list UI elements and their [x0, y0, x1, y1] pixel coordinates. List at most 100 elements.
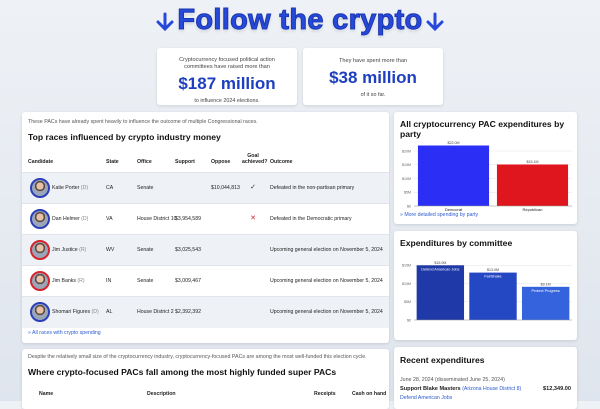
value-label: $22.0M — [448, 141, 460, 145]
recent-panel: Recent expenditures June 28, 2024 (disse… — [394, 347, 577, 409]
table-row — [22, 265, 389, 297]
cell-goal: ✓ — [250, 184, 256, 191]
candidate-name: Jim Banks — [52, 278, 76, 284]
avatar — [30, 240, 50, 260]
candidate-party: (R) — [79, 247, 87, 253]
y-tick-label: $15M — [402, 264, 411, 268]
candidate: Jim Justice (R) — [52, 247, 86, 253]
column-header: Receipts — [314, 391, 336, 397]
value-label: $9.1M — [541, 282, 551, 286]
column-header: Goal achieved? — [242, 153, 268, 165]
avatar — [30, 302, 50, 322]
candidate: Katie Porter (D) — [52, 185, 88, 191]
candidate-party: (D) — [80, 185, 89, 191]
races-panel: These PACs have already spent heavily to… — [22, 112, 389, 343]
cell-oppose: $10,044,813 — [211, 185, 240, 191]
category-label: Defend American Jobs — [421, 267, 459, 271]
stat-tail: to influence 2024 elections. — [194, 98, 260, 104]
cell-state: IN — [106, 278, 112, 284]
chart-link[interactable]: » More detailed spending by party — [400, 212, 479, 218]
cell-support: $3,009,467 — [175, 278, 201, 284]
committee-chart-panel: Expenditures by committee $0 $5M $10M $15M $… — [394, 231, 577, 340]
cell-state: WV — [106, 247, 115, 253]
stat-lead: Cryptocurrency focused political action … — [179, 57, 275, 70]
candidate-party: (R) — [77, 278, 85, 284]
race-link[interactable]: (Arizona House District 8) — [462, 386, 522, 392]
bar — [521, 286, 570, 320]
bar — [469, 272, 517, 320]
cell-office: Senate — [137, 278, 154, 284]
y-tick-label: $20M — [402, 149, 411, 153]
header-arrows — [156, 12, 444, 32]
column-header: Support — [175, 159, 195, 165]
cell-office: Senate — [137, 247, 154, 253]
cell-support: $2,392,392 — [175, 309, 201, 315]
category-label: FairShake — [484, 275, 501, 279]
candidate: Shomari Figures (D) — [52, 309, 99, 315]
stat-amount: $187 million — [178, 74, 276, 93]
cell-outcome: Defeated in the Democratic primary — [270, 216, 352, 222]
committee-link[interactable]: Defend American Jobs — [400, 395, 453, 401]
column-header: Cash on hand — [352, 391, 387, 397]
candidate-party: (D) — [81, 216, 89, 222]
cell-support: $3,025,543 — [175, 247, 201, 253]
y-tick-label: $0 — [407, 318, 411, 322]
cell-state: CA — [106, 185, 114, 191]
races-intro: These PACs have already spent heavily to… — [28, 119, 258, 125]
recent-date: June 28, 2024 (disseminated June 25, 202… — [400, 377, 505, 383]
cell-outcome: Upcoming general election on November 5,… — [270, 309, 383, 315]
superpacs-title: Where crypto-focused PACs fall among the… — [28, 367, 337, 377]
column-header: State — [106, 159, 119, 165]
cell-support: $3,954,589 — [175, 216, 201, 222]
value-label: $15.1M — [527, 160, 539, 164]
cell-state: AL — [106, 309, 113, 315]
column-header: Oppose — [211, 159, 231, 165]
candidate-party: (D) — [91, 309, 99, 315]
recent-action: Support Blake Masters (Arizona House Dis… — [400, 386, 521, 392]
superpacs-panel: Despite the relatively small size of the… — [22, 349, 389, 409]
candidate-name: Katie Porter — [52, 185, 80, 191]
candidate: Jim Banks (R) — [52, 278, 85, 284]
y-tick-label: $5M — [404, 191, 411, 195]
column-header: Candidate — [28, 159, 54, 165]
table-row — [22, 234, 389, 266]
y-tick-label: $10M — [402, 177, 411, 181]
page-title: Follow the crypto — [177, 4, 423, 37]
y-tick-label: $0 — [407, 204, 411, 208]
cell-office: Senate — [137, 185, 154, 191]
column-header: Description — [147, 391, 176, 397]
bar — [496, 164, 569, 206]
column-header: Office — [137, 159, 152, 165]
avatar — [30, 178, 50, 198]
cell-outcome: Defeated in the non-partisan primary — [270, 185, 355, 191]
x-tick-label: Democrat — [445, 207, 463, 212]
candidate-name: Shomari Figures — [52, 309, 91, 315]
stat-card: Cryptocurrency focused political action … — [157, 48, 297, 105]
arrow-left — [156, 12, 174, 32]
stat-amount: $38 million — [329, 68, 417, 87]
recent-title: Recent expenditures — [400, 355, 485, 365]
superpacs-intro: Despite the relatively small size of the… — [28, 354, 367, 360]
races-title: Top races influenced by crypto industry … — [28, 132, 221, 142]
bar — [417, 145, 490, 206]
action: Support Blake Masters — [400, 386, 461, 392]
table-row — [22, 172, 389, 204]
cell-office: House District 10 — [137, 216, 177, 222]
value-label: $13.0M — [487, 268, 499, 272]
table-row — [22, 296, 389, 328]
value-label: $15.0M — [434, 261, 446, 265]
stat-card: They have spent more than $38 million of… — [303, 48, 443, 105]
stat-lead: They have spent more than — [338, 58, 408, 64]
party-chart-panel: All cryptocurrency PAC expenditures by p… — [394, 112, 577, 224]
cell-office: House District 2 — [137, 309, 174, 315]
chart-title: All cryptocurrency PAC expenditures by p… — [400, 119, 565, 139]
candidate: Dan Helmer (D) — [52, 216, 88, 222]
category-label: Protect Progress — [532, 289, 560, 293]
column-header: Outcome — [270, 159, 293, 165]
chart: $0 $5M $10M $15M $20M $22.0M Democrat $15.1M Rep… — [402, 141, 572, 212]
races-link[interactable]: » All races with crypto spending — [28, 330, 101, 336]
stat-tail: of it so far. — [360, 92, 386, 98]
y-tick-label: $5M — [404, 300, 411, 304]
